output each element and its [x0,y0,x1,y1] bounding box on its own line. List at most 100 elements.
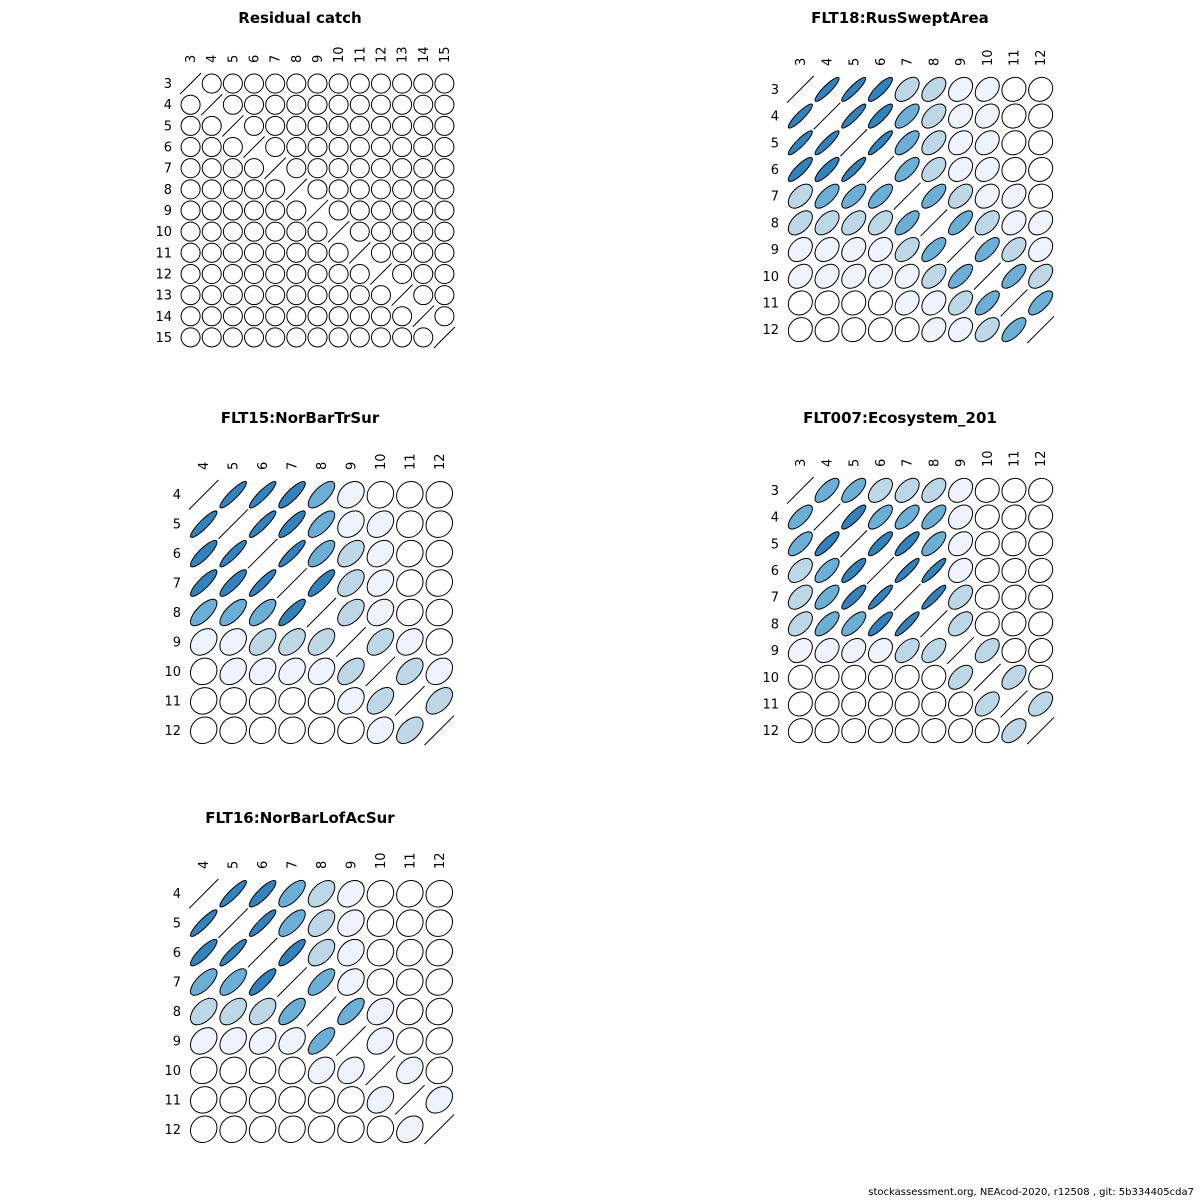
column-label: 5 [227,462,242,470]
correlation-ellipse [841,557,867,583]
correlation-ellipse [278,510,306,538]
correlation-ellipse [948,290,974,316]
correlation-ellipse [337,1056,365,1085]
correlation-ellipse [307,879,336,908]
correlation-ellipse [787,103,813,129]
correlation-ellipse [974,584,1000,610]
row-label: 11 [155,246,172,261]
correlation-ellipse [814,76,840,102]
diagonal-line [412,305,435,328]
correlation-ellipse [841,76,867,102]
correlation-ellipse [974,76,1000,102]
correlation-ellipse [921,130,947,156]
correlation-ellipse [244,200,265,221]
correlation-ellipse [894,477,920,503]
correlation-ellipse [189,909,218,937]
correlation-ellipse [201,115,222,136]
correlation-ellipse [222,327,243,348]
correlation-ellipse [787,531,813,557]
row-label: 11 [762,296,779,311]
correlation-ellipse [392,221,413,242]
diagonal-line [1026,315,1055,344]
correlation-ellipse [366,716,395,745]
correlation-ellipse [1001,531,1027,557]
correlation-ellipse [307,263,328,284]
correlation-ellipse [219,938,247,967]
correlation-ellipse [396,879,424,908]
diagonal-line [1026,716,1055,745]
correlation-ellipse [948,477,974,503]
correlation-ellipse [366,938,395,967]
correlation-ellipse [425,997,454,1026]
correlation-ellipse [201,179,222,200]
column-label: 8 [315,462,330,470]
correlation-ellipse [337,539,365,568]
correlation-ellipse [413,73,434,94]
correlation-ellipse [814,156,840,182]
correlation-ellipse [307,510,336,538]
correlation-ellipse [189,938,218,967]
panel-title: FLT16:NorBarLofAcSur [205,809,395,827]
correlation-ellipse [370,115,391,136]
correlation-ellipse [434,263,455,284]
row-label: 9 [771,644,779,659]
correlation-ellipse [219,628,247,656]
correlation-ellipse [841,691,867,717]
correlation-ellipse [244,306,265,327]
correlation-ellipse [189,628,218,656]
correlation-ellipse [286,73,307,94]
correlation-ellipse [867,504,893,530]
correlation-ellipse [307,909,336,937]
correlation-ellipse [814,531,840,557]
diagonal-line [973,262,1001,290]
correlation-ellipse [328,158,349,179]
correlation-ellipse [413,137,434,158]
correlation-ellipse [286,115,307,136]
column-label: 9 [344,462,359,470]
correlation-ellipse [189,1027,218,1055]
row-label: 10 [164,1064,181,1079]
correlation-ellipse [396,539,424,568]
correlation-ellipse [1001,611,1027,637]
correlation-ellipse [1028,611,1054,637]
correlation-ellipse [366,968,395,996]
row-label: 7 [771,190,779,205]
correlation-ellipse [248,1086,277,1114]
correlation-ellipse [219,598,247,627]
correlation-ellipse [434,179,455,200]
correlation-ellipse [392,263,413,284]
correlation-ellipse [392,242,413,263]
correlation-ellipse [222,263,243,284]
correlation-ellipse [278,909,306,937]
correlation-ellipse [248,1056,277,1085]
correlation-ellipse [1028,76,1054,102]
correlation-ellipse [814,237,840,263]
correlation-ellipse [841,611,867,637]
correlation-ellipse [894,156,920,182]
correlation-ellipse [396,716,424,745]
diagonal-line [394,685,425,716]
correlation-ellipse [265,94,286,115]
row-label: 4 [771,511,779,526]
correlation-ellipse [307,1027,336,1055]
row-label: 4 [173,488,181,503]
correlation-ellipse [248,510,277,538]
correlation-ellipse [396,909,424,937]
correlation-ellipse [841,477,867,503]
correlation-ellipse [894,691,920,717]
correlation-ellipse [265,179,286,200]
column-label: 6 [256,861,271,869]
correlation-ellipse [921,290,947,316]
correlation-ellipse [425,968,454,996]
correlation-ellipse [265,73,286,94]
correlation-ellipse [189,1115,218,1144]
correlation-ellipse [413,179,434,200]
correlation-ellipse [396,569,424,597]
correlation-ellipse [814,317,840,343]
correlation-ellipse [337,598,365,627]
correlation-ellipse [814,691,840,717]
correlation-ellipse [787,557,813,583]
correlation-ellipse [1001,156,1027,182]
correlation-ellipse [248,997,277,1026]
correlation-ellipse [201,200,222,221]
